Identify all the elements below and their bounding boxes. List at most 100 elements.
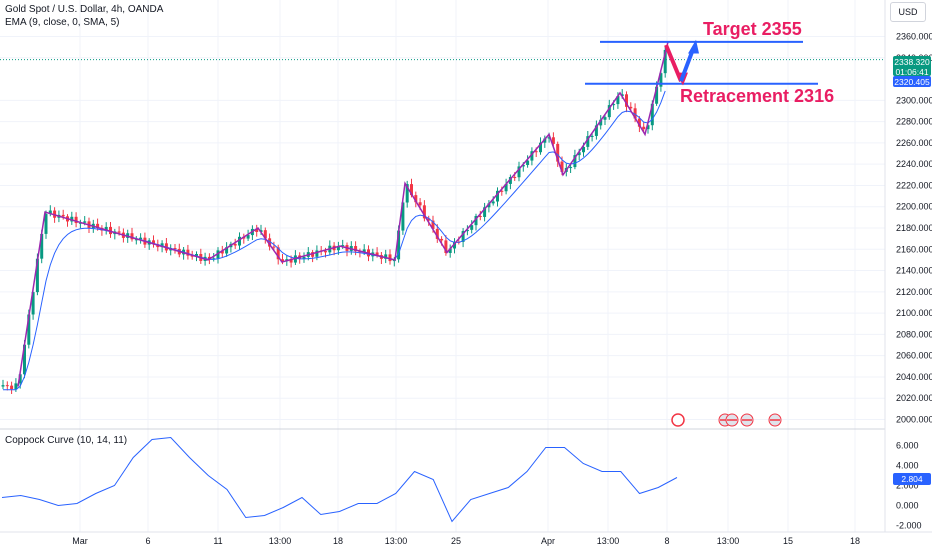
price-tick-label: 2180.000: [896, 223, 932, 233]
time-tick-label: 13:00: [269, 536, 292, 546]
candle-body: [27, 314, 31, 345]
candle-body: [418, 202, 422, 206]
price-tick-label: 2120.000: [896, 287, 932, 297]
candle-body: [440, 238, 444, 241]
time-tick-label: 18: [333, 536, 343, 546]
levels-layer: [585, 40, 818, 85]
candle-body: [117, 231, 121, 233]
candle-body: [405, 184, 409, 203]
ema-price-badge-bg: [893, 76, 931, 87]
time-tick-label: 11: [213, 536, 222, 546]
price-axis[interactable]: 2360.0002340.0002300.0002280.0002260.000…: [896, 32, 932, 425]
coppock-value-badge-bg: [893, 473, 931, 485]
retracement-label: Retracement 2316: [680, 86, 834, 106]
candle-body: [1, 385, 5, 387]
oscillator-tick-label: -2.000: [896, 521, 922, 531]
candle-body: [152, 240, 155, 245]
candle-body: [646, 125, 650, 130]
currency-button[interactable]: USD: [890, 2, 926, 22]
candle-body: [539, 142, 542, 153]
symbol-title[interactable]: Gold Spot / U.S. Dollar, 4h, OANDA: [5, 4, 164, 15]
candle-body: [324, 251, 327, 253]
price-tick-label: 2280.000: [896, 117, 932, 127]
time-axis[interactable]: Mar 6 11 13:00 18 13:00 25 Apr 13:00 8 13:00 15 18: [72, 536, 860, 546]
grid-layer: [0, 0, 885, 532]
up-arrow-head: [688, 39, 699, 54]
candle-body: [311, 252, 315, 257]
candle-body: [461, 231, 465, 242]
price-tick-label: 2060.000: [896, 351, 932, 361]
candle-body: [513, 177, 517, 179]
candle-body: [281, 259, 284, 262]
candle-body: [444, 240, 448, 253]
coppock-value-badge: 2.804: [893, 473, 931, 485]
ema-indicator-title[interactable]: EMA (9, close, 0, SMA, 5): [5, 17, 120, 28]
candle-body: [422, 205, 426, 219]
price-tick-label: 2200.000: [896, 202, 932, 212]
price-tick-label: 2080.000: [896, 329, 932, 339]
candle-body: [483, 207, 487, 217]
time-tick-label: 13:00: [597, 536, 620, 546]
price-tick-label: 2100.000: [896, 308, 932, 318]
candle-body: [465, 229, 469, 232]
candle-body: [590, 135, 594, 137]
candle-body: [272, 246, 276, 248]
coppock-line: [1, 436, 678, 523]
candle-body: [491, 201, 495, 204]
candle-body: [246, 235, 250, 239]
candle-body: [500, 190, 504, 192]
candle-body: [496, 190, 499, 202]
candle-body: [35, 258, 39, 293]
candle-body: [61, 214, 65, 217]
candle-body: [655, 86, 659, 104]
candle-body: [551, 137, 555, 144]
candle-body: [78, 222, 82, 224]
price-tick-label: 2260.000: [896, 138, 932, 148]
candle-body: [195, 253, 198, 256]
candle-body: [637, 118, 641, 127]
coppock-indicator-title[interactable]: Coppock Curve (10, 14, 11): [5, 435, 128, 446]
ema-layer: [3, 90, 666, 391]
oscillator-tick-label: 0.000: [896, 501, 919, 511]
candle-body: [599, 119, 603, 126]
candle-body: [10, 385, 14, 390]
candle-body: [186, 249, 190, 256]
candle-body: [173, 247, 177, 249]
candle-body: [410, 184, 413, 196]
time-tick-label: Apr: [541, 536, 555, 546]
candle-body: [70, 216, 74, 222]
time-tick-label: 13:00: [717, 536, 740, 546]
candle-body: [573, 155, 577, 168]
price-tick-label: 2000.000: [896, 415, 932, 425]
price-tick-label: 2020.000: [896, 393, 932, 403]
candle-body: [470, 225, 474, 230]
annotations-layer: Target 2355 Retracement 2316: [680, 19, 834, 106]
candle-body: [48, 210, 52, 215]
ema-line: [3, 90, 666, 391]
oscillator-axis[interactable]: 6.000 4.000 2.000 0.000 -2.000: [896, 441, 922, 531]
candle-body: [362, 249, 366, 253]
candle-body: [289, 259, 293, 263]
candle-body: [427, 218, 431, 221]
oscillator-tick-label: 2.000: [896, 481, 919, 491]
price-tick-label: 2220.000: [896, 180, 932, 190]
candle-body: [521, 164, 525, 167]
candle-body: [354, 246, 358, 252]
candle-body: [556, 143, 560, 162]
candle-body: [517, 166, 521, 178]
candle-body: [341, 245, 345, 247]
candle-body: [225, 247, 229, 254]
candle-body: [478, 215, 482, 217]
candle-body: [560, 161, 564, 172]
last-price-badge-text: 2338.320: [894, 57, 930, 67]
candle-body: [263, 230, 267, 239]
candle-body: [530, 151, 534, 161]
candle-body: [659, 73, 663, 87]
time-tick-label: 6: [145, 536, 150, 546]
time-tick-label: 8: [664, 536, 669, 546]
candle-body: [487, 203, 491, 208]
candle-body: [160, 243, 164, 248]
candle-body: [212, 258, 216, 260]
